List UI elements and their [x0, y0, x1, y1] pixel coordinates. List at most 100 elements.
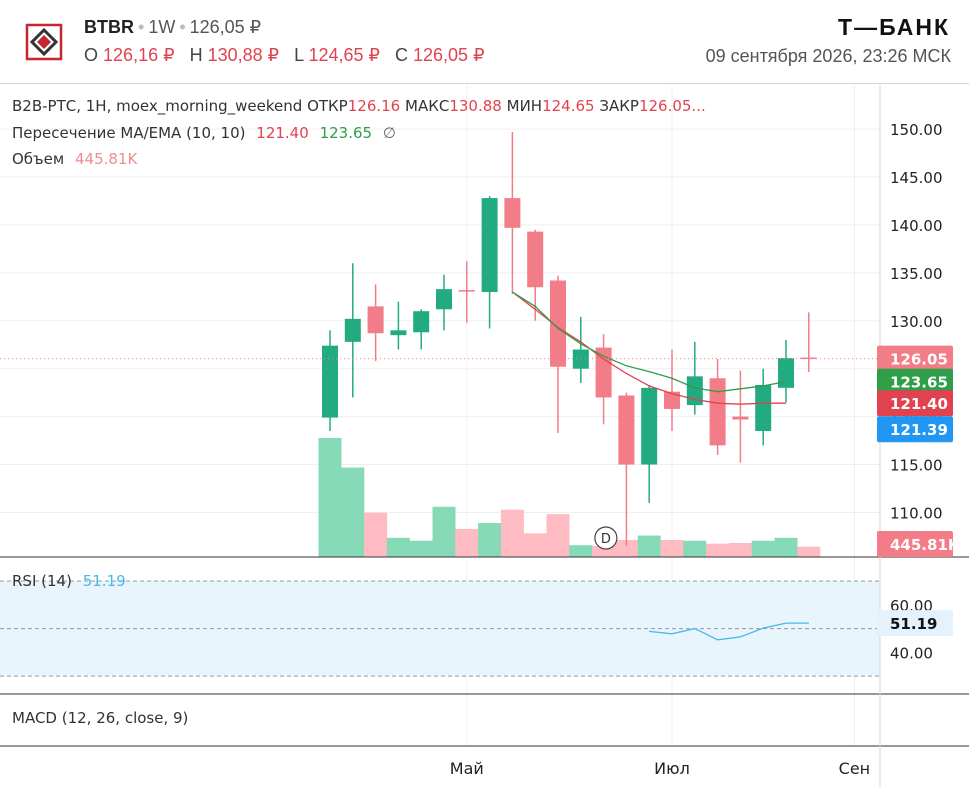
- volume-badge: 445.81K: [890, 536, 961, 554]
- ohlc-summary: O 126,16 ₽ H 130,88 ₽ L 124,65 ₽ C 126,0…: [84, 45, 495, 66]
- volume-bar: [637, 535, 661, 557]
- price-badge-cross: 121.39: [890, 421, 948, 439]
- volume-bar: [614, 540, 638, 557]
- volume-bar: [409, 540, 433, 557]
- candle-body: [778, 358, 794, 388]
- candle-body: [732, 416, 749, 420]
- candle-body: [322, 345, 338, 418]
- volume-bar: [386, 537, 410, 557]
- candle-body: [504, 198, 521, 228]
- price-badge-ema: 123.65: [890, 374, 948, 392]
- legend-rsi-value: 51.19: [82, 572, 126, 590]
- price-tick-label: 110.00: [890, 504, 943, 522]
- volume-bar: [706, 543, 730, 557]
- price-tick-label: 135.00: [890, 265, 943, 283]
- ohlc-close-label: C: [395, 45, 408, 65]
- legend-high-value: 130.88: [449, 97, 502, 115]
- ohlc-low-value: 124,65 ₽: [308, 45, 380, 65]
- last-price: 126,05 ₽: [189, 17, 262, 37]
- volume-bar: [500, 509, 524, 557]
- volume-bar: [341, 467, 365, 557]
- legend-rsi-title: RSI (14): [12, 572, 72, 590]
- candle-body: [755, 384, 772, 431]
- candle-body: [664, 391, 680, 409]
- volume-bar: [569, 545, 593, 557]
- event-marker-icon: [594, 526, 618, 550]
- legend-rsi: RSI (14) 51.19: [12, 572, 126, 590]
- legend-close-value: 126.05...: [638, 97, 706, 115]
- volume-bar: [455, 528, 479, 557]
- ticker-symbol[interactable]: BTBR: [84, 17, 134, 37]
- rsi-badge-bg: [877, 610, 953, 637]
- instrument-logo-icon: [24, 22, 64, 62]
- legend-ma-title: Пересечение MA/EMA (10, 10): [12, 124, 246, 142]
- volume-bar: [774, 537, 798, 557]
- legend-low-label: МИН: [506, 97, 543, 115]
- legend-low-value: 124.65: [542, 97, 595, 115]
- candle-body: [641, 387, 658, 465]
- volume-bar: [728, 542, 752, 557]
- volume-bar: [478, 523, 502, 557]
- volume-bar: [797, 546, 821, 557]
- time-axis-label: Май: [450, 759, 484, 778]
- ohlc-open-value: 126,16 ₽: [103, 45, 175, 65]
- price-tick-label: 150.00: [890, 121, 943, 139]
- legend-macd: MACD (12, 26, close, 9): [12, 709, 188, 727]
- ohlc-low-label: L: [294, 45, 304, 65]
- legend-open-label: ОТКР: [307, 97, 348, 115]
- price-tick-label: 115.00: [890, 457, 943, 475]
- legend-close-label: ЗАКР: [599, 97, 639, 115]
- ohlc-open-label: O: [84, 45, 99, 65]
- legend-volume: Объем 445.81K: [12, 150, 137, 168]
- price-badge-cross-bg: [877, 416, 953, 443]
- candle-body: [595, 347, 612, 398]
- volume-bar: [592, 545, 616, 557]
- legend-ma-value-2: 123.65: [319, 124, 373, 142]
- ohlc-high-value: 130,88 ₽: [207, 45, 280, 65]
- legend-main: B2B-РТС, 1Н, moex_morning_weekend ОТКР12…: [12, 97, 706, 115]
- candle-body: [550, 280, 566, 367]
- legend-volume-value: 445.81K: [74, 150, 138, 168]
- legend-macd-title: MACD (12, 26, close, 9): [12, 709, 189, 727]
- ohlc-close-value: 126,05 ₽: [413, 45, 485, 65]
- rsi-line: [649, 622, 809, 641]
- rsi-tick-label: 40.00: [890, 644, 933, 662]
- volume-badge-bg: [877, 531, 953, 557]
- ticker-line: BTBR • 1W • 126,05 ₽: [84, 17, 262, 37]
- candle-body: [458, 290, 475, 292]
- price-badge-ma: 121.40: [890, 395, 948, 413]
- price-badge-ma-bg: [877, 390, 953, 417]
- rsi-band: [0, 581, 880, 677]
- legend-ma-value-1: 121.40: [256, 124, 309, 142]
- ohlc-high-label: H: [189, 45, 203, 65]
- legend-volume-title: Объем: [12, 150, 65, 168]
- candle-body: [390, 330, 407, 336]
- price-badge-close-bg: [877, 345, 953, 372]
- event-marker-label: D: [601, 532, 611, 547]
- candle-body: [367, 306, 384, 334]
- legend-open-value: 126.16: [347, 97, 401, 115]
- price-badge-ema-bg: [877, 368, 953, 395]
- volume-bar: [364, 512, 388, 557]
- volume-bar: [546, 514, 570, 557]
- legend-main-title: B2B-РТС, 1Н, moex_morning_weekend: [12, 97, 303, 115]
- price-badge-close: 126.05: [890, 351, 948, 369]
- volume-bar: [523, 533, 547, 557]
- volume-bar: [432, 506, 456, 557]
- header-bar: BTBR • 1W • 126,05 ₽ O 126,16 ₽ H 130,88 ₽ L…: [0, 0, 969, 84]
- volume-bar: [683, 540, 707, 557]
- interval-label[interactable]: 1W: [148, 17, 176, 37]
- legend-high-label: МАКС: [405, 97, 450, 115]
- candle-body: [436, 289, 452, 310]
- price-tick-label: 140.00: [890, 217, 943, 235]
- time-axis-label: Сен: [839, 759, 870, 778]
- volume-bar: [318, 438, 342, 557]
- legend-ma: Пересечение MA/EMA (10, 10) 121.40 123.6…: [12, 124, 396, 142]
- price-tick-label: 145.00: [890, 169, 943, 187]
- rsi-badge: 51.19: [890, 615, 937, 633]
- volume-bar: [751, 540, 775, 557]
- datetime-label: 09 сентября 2026, 23:26 МСК: [705, 46, 951, 66]
- legend-ma-hide-icon[interactable]: ∅: [382, 124, 396, 142]
- price-chart[interactable]: D150.00145.00140.00135.00130.00125.00120…: [0, 85, 969, 787]
